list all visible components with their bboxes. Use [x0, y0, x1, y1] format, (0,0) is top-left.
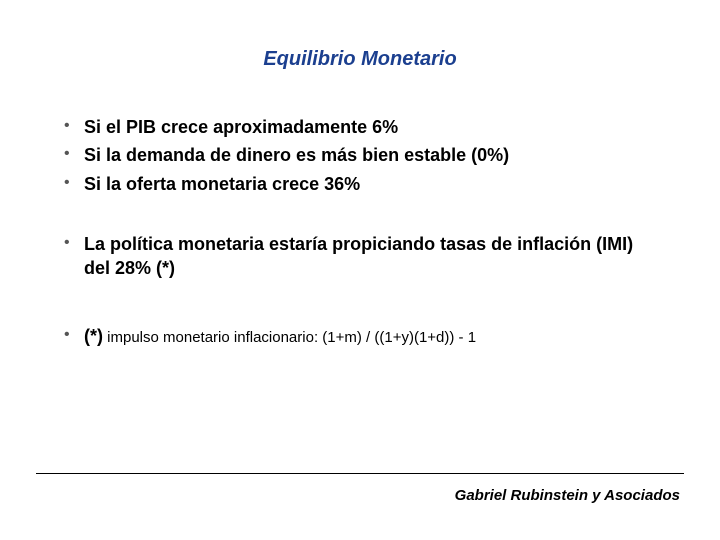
- footnote-body: impulso monetario inflacionario: (1+m) /…: [103, 329, 476, 346]
- bullet-group-2: La política monetaria estaría propiciand…: [56, 232, 664, 281]
- bullet-group-footnote: (*) impulso monetario inflacionario: (1+…: [56, 324, 664, 348]
- bullet-item: La política monetaria estaría propiciand…: [56, 232, 664, 281]
- bullet-item: Si la oferta monetaria crece 36%: [56, 172, 664, 196]
- bullet-item: Si la demanda de dinero es más bien esta…: [56, 143, 664, 167]
- footnote-lead: (*): [84, 326, 103, 346]
- bullet-item: Si el PIB crece aproximadamente 6%: [56, 115, 664, 139]
- bullet-text: Si la demanda de dinero es más bien esta…: [84, 145, 509, 165]
- bullet-text: La política monetaria estaría propiciand…: [84, 234, 633, 278]
- footer-divider: [36, 473, 684, 474]
- footer-text: Gabriel Rubinstein y Asociados: [455, 487, 680, 504]
- bullet-text: Si la oferta monetaria crece 36%: [84, 174, 360, 194]
- slide: Equilibrio Monetario Si el PIB crece apr…: [0, 0, 720, 540]
- bullet-group-1: Si el PIB crece aproximadamente 6% Si la…: [56, 115, 664, 196]
- slide-title: Equilibrio Monetario: [56, 48, 664, 71]
- bullet-text: Si el PIB crece aproximadamente 6%: [84, 117, 398, 137]
- footnote-item: (*) impulso monetario inflacionario: (1+…: [56, 324, 664, 348]
